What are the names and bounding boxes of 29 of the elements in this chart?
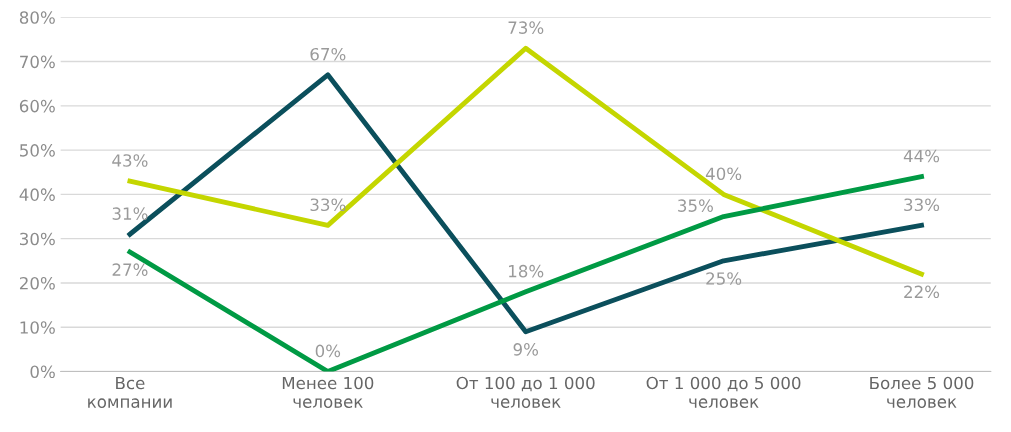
data-label: 35% — [678, 199, 713, 212]
y-tick-label: 20% — [19, 276, 55, 290]
y-tick-label: 80% — [19, 11, 55, 24]
x-tick-label: От 100 до 1 000 человек — [456, 376, 595, 408]
data-label: 33% — [904, 198, 940, 212]
data-label: 18% — [509, 264, 544, 278]
data-label: 27% — [112, 263, 148, 276]
data-label: 43% — [112, 154, 148, 167]
x-tick-label: Более 5 000 человек — [870, 376, 974, 408]
x-tick-label: Все компании — [88, 376, 172, 408]
data-label: 25% — [706, 272, 742, 285]
y-tick-label: 50% — [20, 144, 55, 157]
data-label: 9% — [513, 343, 539, 356]
data-label: 0% — [315, 344, 341, 358]
data-label: 22% — [904, 285, 940, 299]
data-label: 31% — [112, 207, 148, 220]
data-label: 73% — [508, 21, 544, 34]
y-tick-label: 30% — [20, 232, 55, 246]
y-tick-label: 40% — [19, 188, 55, 201]
y-tick-label: 70% — [20, 55, 55, 69]
data-label: 40% — [705, 167, 742, 181]
x-tick-label: От 1 000 до 5 000 человек — [646, 376, 801, 408]
x-tick-label: Менее 100 человек — [282, 376, 374, 408]
y-tick-label: 10% — [20, 321, 55, 334]
data-label: 44% — [903, 149, 940, 163]
y-tick-label: 0% — [30, 365, 55, 379]
y-tick-label: 60% — [19, 99, 55, 113]
data-label: 33% — [310, 198, 346, 212]
data-label: 67% — [310, 47, 346, 61]
